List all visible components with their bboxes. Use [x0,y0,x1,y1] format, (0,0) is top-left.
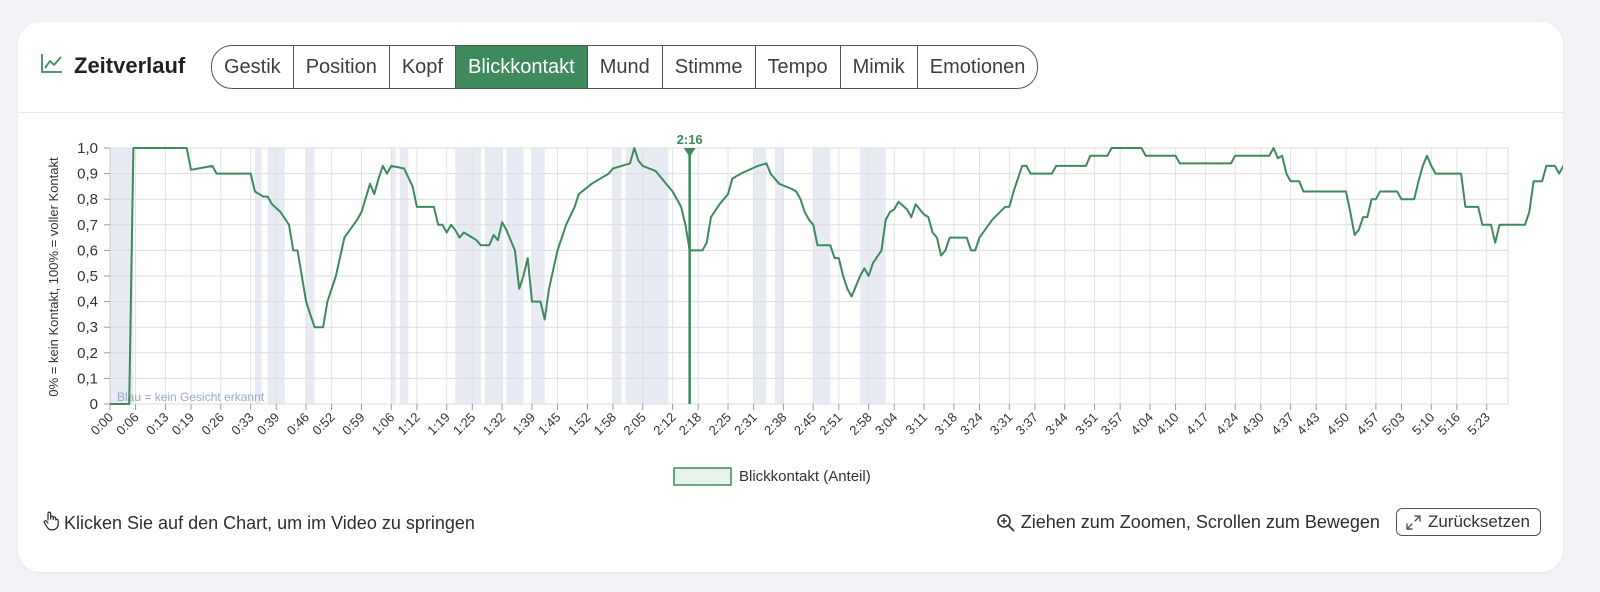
x-tick-label: 3:51 [1072,410,1101,439]
line-chart-icon [40,52,64,79]
x-tick-label: 2:38 [761,410,790,439]
x-tick-label: 5:10 [1409,410,1438,439]
x-tick-label: 1:12 [394,410,423,439]
time-marker[interactable]: 2:16 [677,132,703,404]
x-tick-label: 3:24 [957,410,986,439]
chart-legend[interactable]: Blickkontakt (Anteil) [673,467,871,486]
x-tick-label: 3:44 [1042,410,1071,439]
x-tick-label: 5:23 [1464,410,1493,439]
pointer-hand-icon [42,511,60,536]
tab-blickkontakt[interactable]: Blickkontakt [455,46,587,88]
tab-emotionen[interactable]: Emotionen [916,46,1038,88]
zoom-hint-text: Ziehen zum Zoomen, Scrollen zum Bewegen [1020,511,1380,532]
x-tick-label: 2:12 [650,410,679,439]
x-tick-label: 4:04 [1128,410,1157,439]
x-tick-label: 3:37 [1013,410,1042,439]
tab-mimik[interactable]: Mimik [839,46,917,88]
x-tick-label: 2:58 [846,410,875,439]
reset-zoom-button[interactable]: Zurücksetzen [1395,508,1541,536]
y-tick-label: 0,3 [77,319,98,336]
x-tick-label: 1:06 [369,410,398,439]
x-tick-label: 1:32 [480,410,509,439]
y-tick-label: 0,8 [77,191,98,208]
y-tick-label: 0,5 [77,268,98,285]
x-tick-label: 5:16 [1434,410,1463,439]
x-tick-label: 3:18 [932,410,961,439]
page-title: Zeitverlauf [74,52,186,78]
x-tick-label: 0:00 [88,410,117,439]
x-tick-label: 4:50 [1324,410,1353,439]
x-tick-label: 3:04 [872,410,901,439]
x-tick-label: 1:25 [450,410,479,439]
marker-triangle [683,148,696,157]
y-axis-label: 0% = kein Kontakt, 100% = voller Kontakt [46,157,61,397]
x-tick-label: 1:39 [510,410,539,439]
x-tick-label: 0:39 [254,410,283,439]
x-tick-label: 0:46 [284,410,313,439]
legend-swatch [673,467,732,486]
x-tick-label: 4:57 [1353,410,1382,439]
title-area: Zeitverlauf [40,52,185,79]
marker-time-label: 2:16 [677,132,703,147]
timeline-chart[interactable]: Blau = kein Gesicht erkannt 2:16 0% = ke… [18,22,1563,492]
y-tick-label: 1,0 [77,140,98,157]
tab-position[interactable]: Position [292,46,389,88]
tab-gestik[interactable]: Gestik [224,56,281,78]
x-tick-label: 1:19 [424,410,453,439]
reset-zoom-label: Zurücksetzen [1427,512,1530,531]
x-tick-label: 2:18 [676,410,705,439]
x-tick-label: 0:19 [169,410,198,439]
x-tick-label: 5:03 [1379,410,1408,439]
x-tick-label: 4:37 [1268,410,1297,439]
zoom-controls: Ziehen zum Zoomen, Scrollen zum Bewegen … [996,508,1541,536]
click-hint: Klicken Sie auf den Chart, um im Video z… [42,511,475,536]
y-tick-label: 0,7 [77,217,98,234]
tab-tempo[interactable]: Tempo [754,46,840,88]
x-tick-label: 4:17 [1183,410,1212,439]
tab-mund[interactable]: Mund [586,46,662,88]
x-tick-label: 4:24 [1213,410,1242,439]
x-tick-label: 0:26 [198,410,227,439]
x-tick-label: 2:25 [706,410,735,439]
metric-tabs: Gestik Position Kopf Blickkontakt Mund S… [211,45,1039,89]
y-tick-label: 0,4 [77,294,98,311]
x-tick-label: 2:51 [816,410,845,439]
x-tick-label: 0:13 [143,410,172,439]
x-tick-label: 3:31 [987,410,1016,439]
x-tick-label: 0:59 [339,410,368,439]
x-tick-label: 1:58 [591,410,620,439]
click-hint-text: Klicken Sie auf den Chart, um im Video z… [64,513,475,533]
y-tick-label: 0 [90,396,98,413]
tab-stimme[interactable]: Stimme [661,46,755,88]
y-tick-label: 0,9 [77,166,98,183]
series-line-blickkontakt [110,147,1563,405]
x-tick-label: 1:52 [565,410,594,439]
x-tick-label: 0:33 [228,410,257,439]
x-tick-label: 1:45 [535,410,564,439]
card-header: Zeitverlauf Gestik Position Kopf Blickko… [18,22,1563,113]
zoom-in-icon [996,513,1015,532]
timeline-card: Zeitverlauf Gestik Position Kopf Blickko… [18,22,1563,572]
x-tick-label: 3:11 [902,410,930,438]
x-tick-label: 0:06 [113,410,142,439]
y-tick-label: 0,2 [77,345,98,362]
y-tick-label: 0,6 [77,242,98,259]
no-face-note: Blau = kein Gesicht erkannt [117,390,265,404]
x-tick-label: 2:05 [620,410,649,439]
x-tick-label: 4:43 [1294,410,1323,439]
tab-kopf[interactable]: Kopf [388,46,455,88]
x-tick-label: 4:30 [1238,410,1267,439]
y-tick-label: 0,1 [77,370,98,387]
legend-label: Blickkontakt (Anteil) [739,468,871,485]
expand-arrows-icon [1405,514,1422,531]
x-tick-label: 2:31 [731,410,760,439]
x-tick-label: 2:45 [791,410,820,439]
x-tick-label: 3:57 [1098,410,1127,439]
x-tick-label: 0:52 [309,410,338,439]
x-tick-label: 4:10 [1153,410,1182,439]
